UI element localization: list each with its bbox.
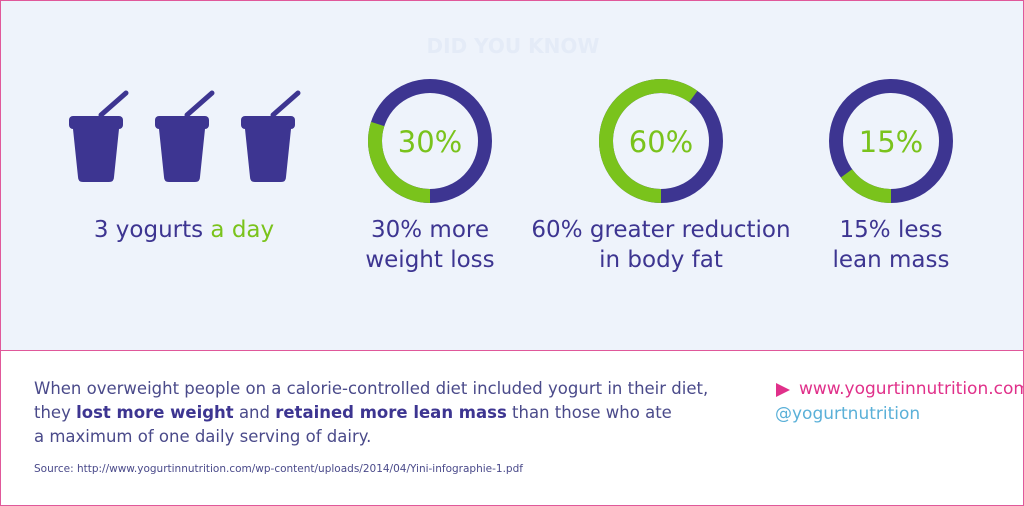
title: DID YOU KNOW — [427, 34, 600, 58]
caption-part: 3 yogurts — [94, 217, 203, 243]
twitter-handle[interactable]: @yogurtnutrition — [775, 404, 921, 424]
yogurt-caption: 3 yogurts a day — [94, 217, 274, 243]
donut-caption: 30% more — [371, 217, 489, 243]
text-segment: and — [238, 403, 270, 422]
donut-caption: lean mass — [833, 247, 950, 273]
donut-caption: in body fat — [599, 247, 723, 273]
source: Source: http://www.yogurtinnutrition.com… — [34, 463, 523, 475]
caption-highlight: a day — [210, 217, 274, 243]
top-panel: DID YOU KNOW 3 yogurts a day 30% 30% more… — [1, 1, 1023, 351]
website-link[interactable]: www.yogurtinnutrition.com — [799, 379, 1024, 399]
donut-segment — [599, 79, 698, 203]
donut-label: 15% — [859, 125, 923, 159]
donut-caption: 60% greater reduction — [531, 217, 790, 243]
donut-label: 30% — [398, 125, 462, 159]
yogurt-cups — [69, 90, 301, 182]
stats-graphic: DID YOU KNOW 3 yogurts a day 30% 30% more… — [69, 34, 953, 273]
emphasis: retained more lean mass — [275, 403, 507, 422]
arrow-icon — [776, 383, 790, 397]
cup — [241, 90, 301, 182]
cup — [155, 90, 215, 182]
cup — [69, 90, 129, 182]
text-segment: than those who ate — [512, 403, 672, 422]
text-segment: When overweight people on a calorie-cont… — [34, 379, 709, 398]
donut-caption: weight loss — [365, 247, 494, 273]
body-line: a maximum of one daily serving of dairy. — [34, 427, 371, 446]
text-segment: they — [34, 403, 71, 422]
body-line: When overweight people on a calorie-cont… — [34, 379, 708, 398]
emphasis: lost more weight — [76, 403, 234, 422]
donut-segment — [840, 168, 892, 203]
donut-segment — [368, 121, 431, 203]
donut-label: 60% — [629, 125, 693, 159]
body-line: they lost more weight and retained more … — [34, 403, 672, 422]
donut-caption: 15% less — [840, 217, 943, 243]
text-segment: a maximum of one daily serving of dairy. — [34, 427, 372, 446]
